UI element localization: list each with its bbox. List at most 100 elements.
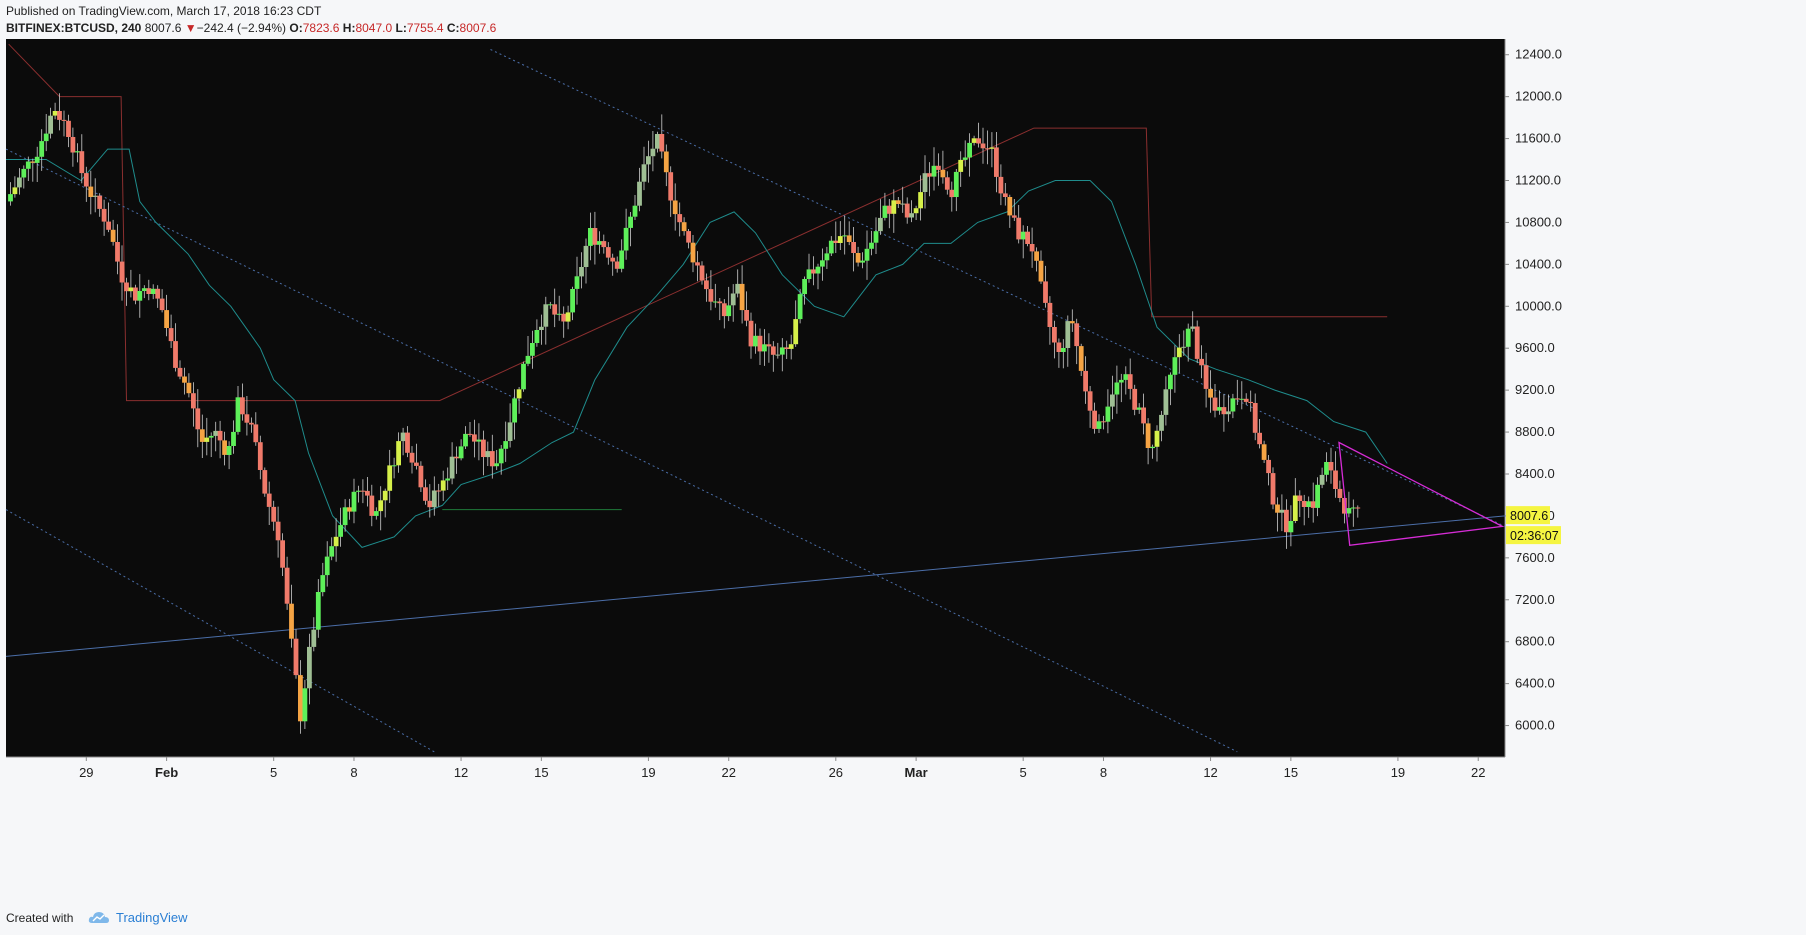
- candle: [744, 291, 749, 327]
- candle: [17, 168, 22, 195]
- candle-body: [1208, 388, 1213, 398]
- candle: [681, 217, 687, 236]
- last-price-value: 8007.6: [144, 21, 182, 35]
- candle-body: [913, 208, 919, 214]
- candle-body: [1306, 501, 1312, 507]
- candle: [534, 319, 540, 347]
- candle: [405, 426, 410, 458]
- candle-body: [1110, 394, 1115, 407]
- candle: [356, 485, 361, 503]
- candle-body: [971, 138, 977, 143]
- candle: [757, 328, 763, 365]
- candle-body: [338, 525, 343, 537]
- candle: [936, 153, 941, 186]
- candle-body: [1248, 401, 1254, 403]
- candle: [311, 617, 317, 652]
- candle: [1132, 384, 1138, 416]
- candle: [1217, 390, 1222, 415]
- candle-body: [614, 261, 620, 269]
- candle-body: [266, 493, 272, 507]
- candle: [927, 162, 932, 197]
- candle: [1096, 414, 1102, 433]
- candle-body: [757, 335, 763, 352]
- candle: [543, 296, 549, 345]
- candle: [275, 506, 281, 558]
- candle: [1288, 505, 1294, 547]
- candle-body: [373, 511, 379, 516]
- candle: [547, 301, 553, 309]
- candle-body: [900, 203, 906, 205]
- candle: [1159, 410, 1164, 442]
- candle: [967, 133, 972, 177]
- candle: [1114, 365, 1120, 414]
- candle-body: [463, 433, 468, 447]
- candle: [1226, 394, 1231, 422]
- candle-body: [1074, 323, 1080, 347]
- candle-body: [1239, 398, 1245, 400]
- candle: [25, 156, 31, 181]
- price-tick-label: 7600.0: [1515, 550, 1555, 565]
- candle-body: [904, 203, 910, 218]
- candle: [663, 144, 669, 187]
- candle-body: [1060, 348, 1066, 352]
- candle-body: [1266, 459, 1271, 474]
- tradingview-brand[interactable]: TradingView: [116, 910, 188, 925]
- high-label: H:: [342, 21, 356, 35]
- candle: [333, 518, 339, 562]
- candle-body: [351, 491, 357, 512]
- price-tags: 8007.6 02:36:07: [1506, 506, 1561, 545]
- candle: [257, 435, 263, 480]
- candle-body: [556, 313, 562, 315]
- candle: [753, 323, 758, 354]
- candle-body: [302, 688, 308, 722]
- candle: [802, 276, 807, 305]
- candle-body: [34, 156, 40, 163]
- candle-body: [320, 575, 326, 593]
- candle: [498, 445, 504, 475]
- candle-body: [423, 487, 428, 501]
- candle-body: [1185, 328, 1191, 347]
- price-tick-label: 6400.0: [1515, 676, 1555, 691]
- candle-body: [1096, 421, 1102, 429]
- price-tick-label: 10000.0: [1515, 298, 1562, 313]
- candle: [391, 457, 397, 479]
- candle: [726, 286, 732, 322]
- candle-body: [958, 159, 964, 172]
- candle-body: [1275, 504, 1280, 513]
- candle-body: [570, 289, 575, 313]
- candle-body: [1350, 507, 1356, 509]
- countdown-tag-label: 02:36:07: [1510, 529, 1559, 543]
- tradingview-cloud-icon[interactable]: [88, 908, 110, 926]
- candle: [1270, 467, 1276, 510]
- candle-body: [619, 250, 625, 269]
- candle: [43, 114, 49, 152]
- candle: [539, 314, 544, 345]
- price-axis-area: [1505, 39, 1566, 757]
- candle-body: [271, 506, 277, 522]
- candle: [79, 134, 85, 184]
- candle: [909, 200, 914, 223]
- time-tick-label: 12: [1203, 765, 1217, 780]
- candle-body: [17, 177, 22, 188]
- candle-body: [128, 287, 134, 292]
- candle-body: [235, 397, 241, 432]
- symbol-label[interactable]: BITFINEX:BTCUSD, 240: [6, 21, 142, 35]
- candle: [133, 284, 138, 305]
- candle: [467, 422, 473, 437]
- candle: [980, 127, 986, 164]
- candle-body: [1020, 231, 1026, 240]
- candle: [1355, 505, 1361, 518]
- candle: [704, 273, 709, 302]
- candle: [30, 158, 36, 182]
- candle: [1163, 376, 1169, 426]
- candle: [842, 215, 848, 255]
- candle: [1243, 393, 1249, 405]
- candle: [574, 256, 580, 305]
- candle-body: [177, 367, 183, 377]
- candle: [231, 420, 236, 454]
- candle: [481, 430, 486, 476]
- candle: [1194, 320, 1200, 364]
- price-tick-label: 10800.0: [1515, 214, 1562, 229]
- candle-body: [204, 437, 210, 442]
